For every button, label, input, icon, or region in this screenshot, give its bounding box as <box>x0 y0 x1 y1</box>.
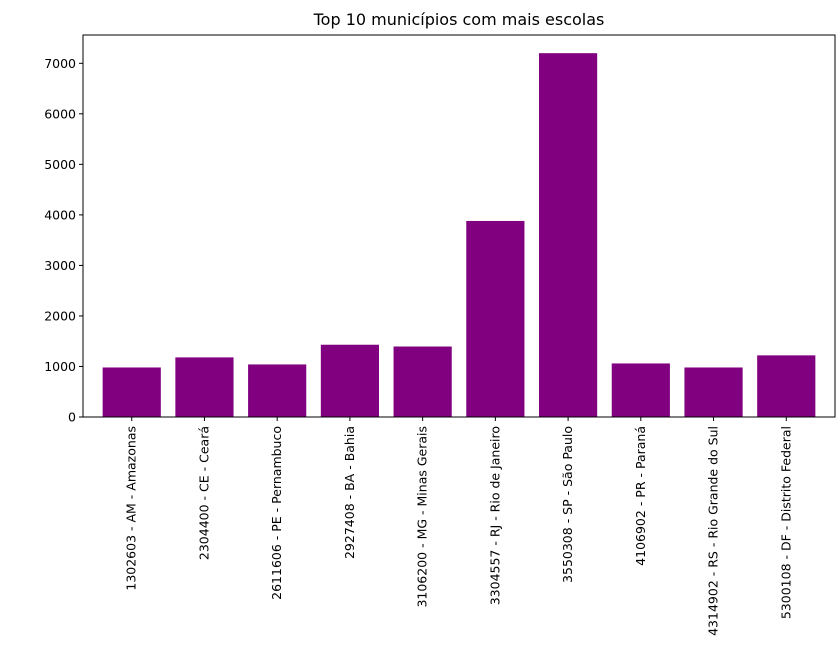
chart-title: Top 10 municípios com mais escolas <box>313 10 605 29</box>
bar-2 <box>248 364 307 417</box>
x-tick-label-7: 4106902 - PR - Paraná <box>633 426 648 566</box>
y-tick-label-6: 6000 <box>44 106 76 121</box>
x-axis: 1302603 - AM - Amazonas 2304400 - CE - Ce… <box>124 417 793 636</box>
x-tick-label-4: 3106200 - MG - Minas Gerais <box>415 426 430 608</box>
x-tick-label-1: 2304400 - CE - Ceará <box>196 426 211 560</box>
y-tick-label-2: 2000 <box>44 308 76 323</box>
x-tick-label-6: 3550308 - SP - São Paulo <box>560 426 575 583</box>
x-tick-label-9: 5300108 - DF - Distrito Federal <box>778 426 793 619</box>
y-tick-label-3: 3000 <box>44 258 76 273</box>
y-tick-label-1: 1000 <box>44 359 76 374</box>
bar-9 <box>757 355 816 417</box>
y-tick-label-4: 4000 <box>44 207 76 222</box>
bar-7 <box>611 363 670 417</box>
y-tick-label-7: 7000 <box>44 56 76 71</box>
bar-6 <box>539 53 598 417</box>
plot-frame <box>82 34 836 418</box>
bar-8 <box>684 367 743 417</box>
bars-group <box>102 53 816 417</box>
bar-1 <box>175 357 234 417</box>
x-tick-label-5: 3304557 - RJ - Rio de Janeiro <box>487 426 502 605</box>
y-axis: 0 1000 2000 3000 4000 5000 6000 7000 <box>44 56 83 425</box>
y-tick-label-5: 5000 <box>44 157 76 172</box>
y-tick-label-0: 0 <box>68 410 76 425</box>
x-tick-label-8: 4314902 - RS - Rio Grande do Sul <box>706 426 721 636</box>
bar-4 <box>393 346 452 417</box>
bar-0 <box>102 367 161 417</box>
x-tick-label-0: 1302603 - AM - Amazonas <box>124 426 139 591</box>
bar-3 <box>320 344 379 417</box>
bar-5 <box>466 220 525 417</box>
x-tick-label-2: 2611606 - PE - Pernambuco <box>269 426 284 600</box>
x-tick-label-3: 2927408 - BA - Bahia <box>342 426 357 559</box>
